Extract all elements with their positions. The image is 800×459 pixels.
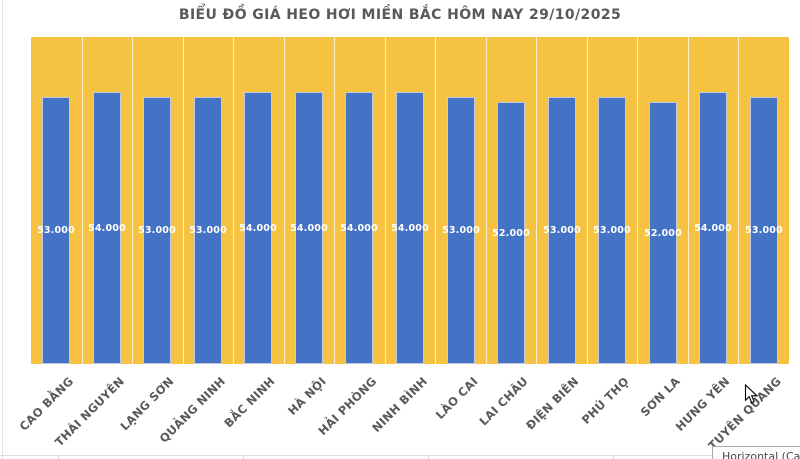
- vertical-gridline: [587, 37, 588, 364]
- vertical-gridline: [132, 37, 133, 364]
- bar-thái-nguyên[interactable]: 54.000: [88, 92, 126, 364]
- vertical-gridline: [82, 37, 83, 364]
- bar-lào-cai[interactable]: 53.000: [442, 97, 480, 364]
- bar-lạng-sơn[interactable]: 53.000: [138, 97, 176, 364]
- spreadsheet-column-tick: [243, 456, 244, 459]
- bar-value-label: 53.000: [138, 225, 176, 236]
- chart-plot-area[interactable]: 53.000 54.000 53.000 53.000 54.000 54.000 54.0…: [31, 37, 789, 364]
- x-axis-label-hà-nội[interactable]: HÀ NỘI: [285, 374, 329, 418]
- bar-value-label: 53.000: [543, 225, 581, 236]
- bar-value-label: 53.000: [37, 225, 75, 236]
- vertical-gridline: [688, 37, 689, 364]
- bar-quảng-ninh[interactable]: 53.000: [189, 97, 227, 364]
- bar-value-label: 53.000: [745, 225, 783, 236]
- bar-tuyên-quang[interactable]: 53.000: [745, 97, 783, 364]
- bar-value-label: 54.000: [290, 222, 328, 234]
- x-axis-label-lào-cai[interactable]: LÀO CAI: [433, 374, 481, 422]
- x-axis-label-sơn-la[interactable]: SƠN LA: [637, 374, 683, 420]
- bar-lai-châu[interactable]: 52.000: [492, 102, 530, 364]
- bar-value-label: 53.000: [593, 225, 631, 236]
- bar-phú-thọ[interactable]: 53.000: [593, 97, 631, 364]
- bar-bắc-ninh[interactable]: 54.000: [239, 92, 277, 364]
- x-axis-label-phú-thọ[interactable]: PHÚ THỌ: [579, 374, 632, 427]
- vertical-gridline: [233, 37, 234, 364]
- vertical-gridline: [284, 37, 285, 364]
- vertical-gridline: [334, 37, 335, 364]
- spreadsheet-column-tick: [613, 456, 614, 459]
- bar-điện-biên[interactable]: 53.000: [543, 97, 581, 364]
- vertical-gridline: [486, 37, 487, 364]
- spreadsheet-column-tick: [58, 456, 59, 459]
- x-axis-label-bắc-ninh[interactable]: BẮC NINH: [221, 374, 278, 431]
- bar-hải-phòng[interactable]: 54.000: [340, 92, 378, 364]
- bar-value-label: 54.000: [88, 222, 126, 234]
- vertical-gridline: [435, 37, 436, 364]
- spreadsheet-row-gridline: [0, 455, 800, 456]
- axis-tooltip: Horizontal (Cat: [712, 446, 800, 459]
- vertical-gridline: [738, 37, 739, 364]
- bar-hà-nội[interactable]: 54.000: [290, 92, 328, 364]
- bar-hưng-yên[interactable]: 54.000: [694, 92, 732, 364]
- vertical-gridline: [536, 37, 537, 364]
- bar-cao-bằng[interactable]: 53.000: [37, 97, 75, 364]
- spreadsheet-column-gridline: [2, 0, 3, 459]
- mouse-cursor-icon: [744, 384, 759, 404]
- bar-value-label: 54.000: [239, 222, 277, 234]
- x-axis-label-điện-biên[interactable]: ĐIỆN BIÊN: [523, 374, 582, 433]
- bar-value-label: 54.000: [391, 222, 429, 234]
- bar-sơn-la[interactable]: 52.000: [644, 102, 682, 364]
- bar-value-label: 54.000: [694, 222, 732, 234]
- bar-ninh-bình[interactable]: 54.000: [391, 92, 429, 364]
- vertical-gridline: [183, 37, 184, 364]
- spreadsheet-column-tick: [428, 456, 429, 459]
- vertical-gridline: [385, 37, 386, 364]
- bar-value-label: 52.000: [644, 227, 682, 239]
- vertical-gridline: [637, 37, 638, 364]
- bar-value-label: 54.000: [340, 222, 378, 234]
- chart-title[interactable]: BIỂU ĐỒ GIÁ HEO HƠI MIỀN BẮC HÔM NAY 29/…: [178, 7, 622, 23]
- bar-value-label: 53.000: [442, 225, 480, 236]
- bar-value-label: 53.000: [189, 225, 227, 236]
- bar-value-label: 52.000: [492, 227, 530, 239]
- x-axis-label-lai-châu[interactable]: LAI CHÂU: [476, 374, 531, 429]
